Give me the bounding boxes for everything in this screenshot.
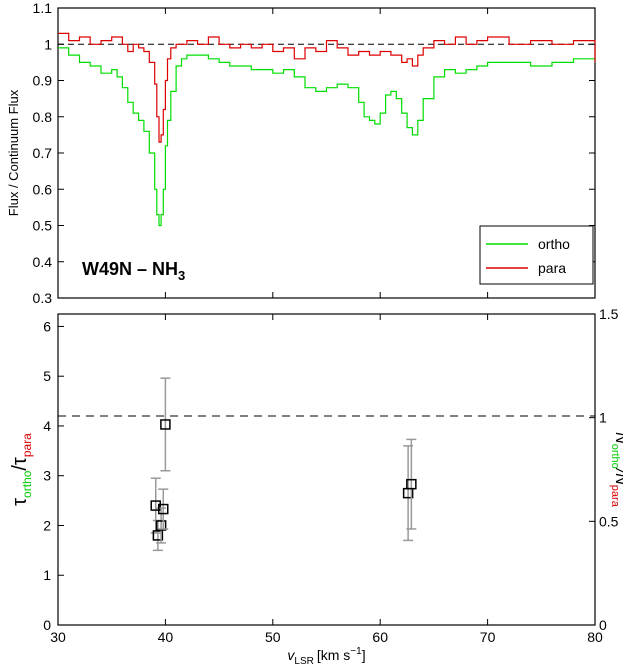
ratio-marker: [150, 500, 161, 511]
ortho-spectrum-line: [58, 47, 596, 227]
ratio-y-ticks-left: 0 1 2 3 4 5 6: [43, 318, 64, 633]
ratio-panel: 30 40 50 60 70 80 0 1 2 3 4 5 6 0 0.5 1 1.5 vLSR [km s−…: [9, 306, 623, 667]
spectrum-y-tick-label: 1: [44, 36, 52, 52]
ratio-x-tick-label: 80: [587, 629, 603, 645]
ratio-y-ticks-right: 0 0.5 1 1.5: [589, 306, 619, 633]
ratio-y-tick-label: 5: [43, 368, 51, 384]
ratio-y-tick-label: 2: [43, 517, 51, 533]
spectrum-y-axis-label: Flux / Continuum Flux: [6, 89, 21, 216]
legend-ortho-label: ortho: [538, 236, 570, 252]
spectrum-panel: 0.3 0.4 0.5 0.6 0.7 0.8 0.9 1 1.1 Flux / Continu…: [6, 0, 596, 306]
ratio-y-tick-label-right: 1.5: [599, 306, 619, 322]
ratio-y-tick-label-right: 0: [599, 617, 607, 633]
legend: ortho para: [479, 225, 594, 285]
spectrum-y-tick-label: 0.6: [33, 181, 53, 197]
spectrum-y-tick-label: 0.8: [33, 109, 53, 125]
spectrum-y-tick-label: 0.3: [33, 290, 53, 306]
ratio-marker: [158, 503, 169, 515]
ratio-x-tick-label: 50: [265, 629, 281, 645]
ratio-y-tick-label-right: 1: [599, 410, 607, 426]
ratio-marker: [155, 520, 167, 531]
para-spectrum-line: [58, 32, 596, 143]
spectrum-y-tick-label: 0.5: [33, 218, 53, 234]
ratio-points: [150, 377, 417, 552]
ratio-marker: [152, 530, 164, 541]
spectrum-y-tick-label: 1.1: [33, 0, 53, 16]
ratio-data-point: [158, 488, 169, 530]
ratio-x-axis-label: vLSR [km s−1]: [287, 646, 365, 667]
spectrum-y-tick-label: 0.7: [33, 145, 53, 161]
spectrum-y-tick-label: 0.9: [33, 73, 53, 89]
ratio-x-tick-label: 60: [372, 629, 388, 645]
ratio-marker: [160, 419, 171, 430]
ratio-data-point: [406, 438, 417, 530]
ratio-y-tick-label: 1: [43, 567, 51, 583]
ratio-x-ticks: 30 40 50 60 70 80: [50, 314, 603, 645]
spectrum-title: W49N – NH3: [82, 259, 185, 283]
ratio-y-axis-label-right: Northo/Npara: [609, 432, 623, 508]
spectrum-y-ticks: 0.3 0.4 0.5 0.6 0.7 0.8 0.9 1 1.1: [33, 0, 595, 306]
spectrum-y-tick-label: 0.4: [33, 254, 53, 270]
ratio-data-point: [160, 377, 171, 472]
legend-box: [479, 225, 594, 285]
ratio-y-axis-label-left: τortho/τpara: [9, 433, 34, 506]
ratio-y-tick-label: 3: [43, 468, 51, 484]
spectrum-x-ticks: [57, 8, 596, 298]
ratio-x-tick-label: 30: [50, 629, 66, 645]
ratio-x-tick-label: 40: [158, 629, 174, 645]
legend-para-label: para: [538, 260, 566, 276]
ratio-x-tick-label: 70: [480, 629, 496, 645]
ratio-y-tick-label-right: 0.5: [599, 513, 619, 529]
ratio-y-tick-label: 4: [43, 418, 51, 434]
ratio-data-point: [150, 477, 161, 534]
ratio-y-tick-label: 6: [43, 318, 51, 334]
ratio-y-tick-label: 0: [43, 617, 51, 633]
ratio-plot-frame: [57, 313, 596, 626]
ratio-marker: [406, 478, 417, 490]
